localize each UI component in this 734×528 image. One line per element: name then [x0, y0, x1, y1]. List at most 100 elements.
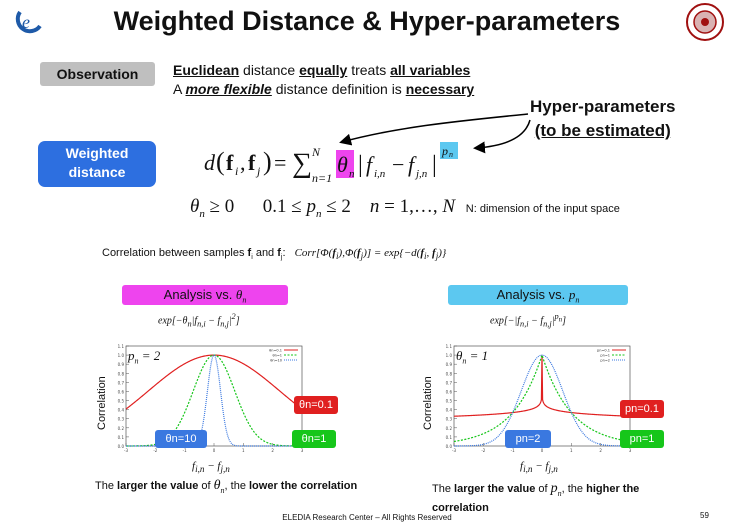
y-tick-label: 0.2 [118, 426, 125, 431]
weighted-distance-label: Weighted distance [38, 141, 156, 187]
legend-label: θn=1 [272, 354, 282, 358]
y-tick-label: 0.5 [118, 399, 125, 404]
observation-line-2: A more flexible distance definition is n… [173, 80, 474, 99]
conclusion-theta: The larger the value of θn, the lower th… [95, 478, 358, 495]
analysis-theta-header: Analysis vs. θn [122, 285, 288, 305]
tag-theta-10: θn=10 [155, 430, 207, 448]
svg-text:,: , [240, 150, 246, 175]
observation-text: Euclidean distance equally treats all va… [173, 61, 474, 99]
plot-p: 0.0 0.1 0.2 0.3 0.4 0.5 0.6 0.7 0.8 0.9 1.0 1.1 -3 -2… [446, 344, 632, 453]
curve-p-2 [454, 354, 630, 447]
tag-p-0-1: pn=0.1 [620, 400, 664, 418]
conclusion-p: The larger the value of pn, the higher t… [432, 481, 640, 514]
y-tick-label: 1.1 [446, 344, 453, 349]
curve-theta-10 [126, 354, 302, 447]
svg-text:f: f [408, 152, 417, 177]
legend-label: pn=0.1 [597, 349, 610, 353]
emphasis: larger the value [117, 480, 199, 492]
legend-label: θn=0.1 [269, 349, 282, 353]
observation-label: Observation [40, 62, 155, 86]
y-tick-label: 0.8 [446, 371, 453, 376]
hyper-line-1: Hyper-parameters [530, 97, 676, 116]
tag-theta-0-1: θn=0.1 [294, 396, 338, 414]
weighted-distance-formula: d ( f i , f j ) = ∑ N n=1 θ n | f i,n − … [204, 142, 458, 185]
svg-text:i: i [235, 164, 238, 178]
plot-theta: 0.0 0.1 0.2 0.3 0.4 0.5 0.6 0.7 0.8 0.9 1.0 1.1 -3 -2… [118, 344, 304, 453]
y-tick-label: 0.4 [118, 408, 125, 413]
y-tick-label: 1.0 [118, 353, 125, 358]
svg-text:n: n [449, 150, 453, 159]
y-axis-label-left: Correlation [96, 376, 108, 430]
text-segment: distance [239, 62, 300, 78]
svg-text:n: n [349, 168, 355, 180]
x-tick-label: -2 [481, 448, 485, 453]
svg-text:N: N [311, 145, 321, 159]
header-text: Analysis vs. [163, 287, 236, 302]
emphasis: larger the value [454, 483, 536, 495]
tag-p-2: pn=2 [505, 430, 551, 448]
legend-label: θn=10 [270, 359, 282, 363]
page-number: 59 [700, 511, 709, 520]
footer: ELEDIA Research Center – All Rights Rese… [282, 513, 452, 522]
x-tick-label: 1 [570, 448, 573, 453]
svg-text:(: ( [216, 147, 225, 176]
term-necessary: necessary [405, 81, 475, 97]
x-tick-label: -3 [124, 448, 128, 453]
y-tick-label: 0.7 [446, 380, 453, 385]
term-euclidean: Euclidean [173, 62, 240, 78]
correlation-definition: Correlation between samples fi and fj: C… [102, 247, 447, 262]
y-tick-label: 0.0 [446, 444, 453, 449]
header-text: Analysis vs. [496, 287, 569, 302]
text-segment: The [95, 480, 118, 492]
x-tick-label: 1 [242, 448, 245, 453]
term-more-flexible: more flexible [185, 81, 272, 97]
hyper-line-2: (to be estimated) [534, 121, 671, 140]
text-segment: of [535, 483, 551, 495]
svg-text:∑: ∑ [292, 148, 312, 179]
x-tick-label: 2 [599, 448, 602, 453]
svg-text:e: e [22, 12, 30, 32]
dimension-note: N: dimension of the input space [465, 203, 620, 215]
y-axis-label-right: Correlation [422, 376, 434, 430]
svg-text:): ) [263, 147, 272, 176]
text-segment: of [198, 480, 214, 492]
text-segment: , the [224, 480, 249, 492]
parameter-constraints: θn ≥ 0 0.1 ≤ pn ≤ 2 n = 1,…, N N: dimens… [190, 196, 620, 220]
y-tick-label: 0.9 [118, 362, 125, 367]
term-equally: equally [299, 62, 348, 78]
text-segment: treats [347, 62, 391, 78]
term-all-variables: all variables [390, 62, 471, 78]
y-tick-label: 1.1 [118, 344, 125, 349]
svg-text:f: f [226, 150, 234, 175]
svg-text:j,n: j,n [414, 168, 428, 180]
observation-line-1: Euclidean distance equally treats all va… [173, 61, 474, 80]
callout-arrows [339, 113, 531, 154]
x-tick-label: -1 [183, 448, 187, 453]
legend-label: pn=1 [600, 354, 610, 358]
theta-fixed-label: θn = 1 [456, 348, 489, 366]
text-segment: distance definition is [271, 81, 406, 97]
math: θn [190, 196, 205, 220]
svg-text:d: d [204, 150, 216, 175]
math: N [442, 196, 456, 217]
university-seal [686, 3, 724, 41]
label-line: distance [68, 164, 126, 180]
math: Corr[Φ(fi),Φ(fj)] = exp{−d(fi, fj)} [294, 247, 447, 262]
x-tick-label: -3 [452, 448, 456, 453]
y-tick-label: 0.7 [118, 380, 125, 385]
math: pn [306, 196, 322, 220]
svg-text:|: | [358, 152, 363, 178]
y-tick-label: 0.8 [118, 371, 125, 376]
y-tick-label: 0.0 [118, 444, 125, 449]
text-segment: A [173, 81, 186, 97]
y-tick-label: 0.6 [446, 389, 453, 394]
svg-text:j: j [255, 164, 261, 178]
plot-frame [125, 345, 303, 447]
svg-text:−: − [392, 152, 404, 177]
x-axis-label-right: fi,n − fj,n [520, 460, 558, 475]
legend-label: pn=2 [600, 359, 610, 363]
x-tick-label: 3 [301, 448, 304, 453]
svg-text:n=1: n=1 [312, 171, 332, 185]
y-tick-label: 0.5 [446, 399, 453, 404]
y-tick-label: 1.0 [446, 353, 453, 358]
